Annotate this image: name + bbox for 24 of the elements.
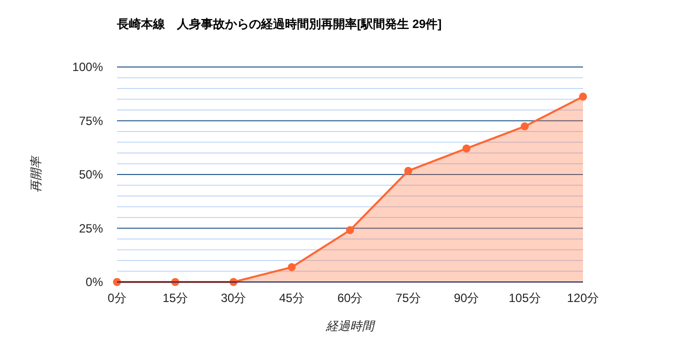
x-tick-label: 105分 xyxy=(508,291,541,305)
point xyxy=(520,122,529,130)
point xyxy=(346,226,354,234)
x-tick-label: 60分 xyxy=(337,291,363,305)
y-axis-title: 再開率 xyxy=(29,154,43,192)
x-tick-label: 0分 xyxy=(108,291,126,305)
point xyxy=(462,144,470,152)
y-tick-label: 25% xyxy=(78,221,104,236)
x-tick-label: 15分 xyxy=(162,291,188,305)
y-tick-label: 100% xyxy=(72,60,104,74)
point xyxy=(288,263,296,272)
chart-title: 長崎本線 人身事故からの経過時間別再開率[駅間発生 29件] xyxy=(116,17,442,31)
x-tick-label: 30分 xyxy=(220,291,246,305)
x-tick-label: 45分 xyxy=(279,291,304,305)
y-tick-label: 50% xyxy=(78,168,104,182)
point xyxy=(579,92,587,101)
x-tick-label: 120分 xyxy=(566,291,600,305)
y-tick-label: 75% xyxy=(78,114,104,128)
y-tick-label: 0% xyxy=(86,275,104,289)
x-tick-label: 75分 xyxy=(396,291,421,305)
x-tick-label: 90分 xyxy=(454,291,480,305)
x-axis-title: 経過時間 xyxy=(325,319,376,333)
point xyxy=(404,166,412,175)
point xyxy=(113,278,121,286)
